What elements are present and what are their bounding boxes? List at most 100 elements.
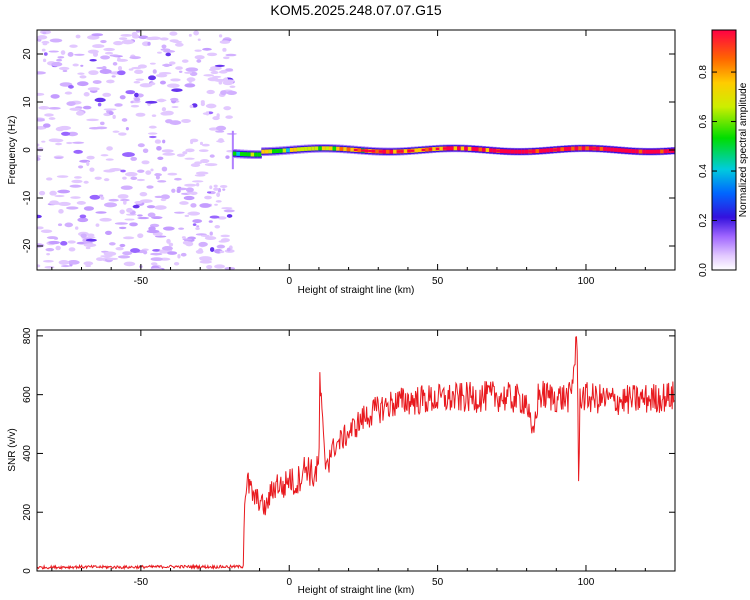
heatmap-noise-cell: [225, 155, 230, 159]
heatmap-noise-cell: [139, 191, 148, 197]
heatmap-noise-cell: [67, 240, 76, 244]
heatmap-noise-cell: [184, 83, 196, 88]
heatmap-noise-cell: [186, 77, 196, 82]
heatmap-signal-cell: [514, 149, 519, 154]
heatmap-noise-cell: [64, 222, 74, 228]
heatmap-noise-cell: [115, 247, 124, 251]
heatmap-noise-cell: [85, 264, 92, 268]
heatmap-noise-cell: [229, 85, 236, 88]
heatmap-signal-cell: [282, 148, 287, 153]
heatmap-noise-cell: [122, 152, 135, 158]
heatmap-noise-cell: [174, 42, 184, 47]
heatmap-noise-cell: [119, 243, 126, 248]
heatmap-noise-cell: [226, 90, 238, 95]
heatmap-signal-cell: [318, 146, 323, 151]
heatmap-noise-cell: [80, 64, 84, 67]
heatmap-noise-cell: [83, 92, 90, 97]
heatmap-signal-peak: [400, 150, 405, 153]
heatmap-noise-cell: [129, 56, 141, 60]
heatmap-noise-cell: [194, 161, 203, 165]
heatmap-noise-cell: [41, 140, 46, 143]
heatmap-signal-cell: [243, 152, 248, 157]
heatmap-signal-cell: [478, 147, 483, 152]
heatmap-noise-cell: [100, 196, 105, 200]
heatmap-noise-cell: [221, 207, 233, 210]
heatmap-noise-cell: [105, 230, 112, 235]
heatmap-noise-cell: [190, 203, 197, 208]
heatmap-noise-cell: [196, 225, 200, 228]
heatmap-noise-cell: [58, 66, 70, 71]
heatmap-noise-cell: [165, 52, 171, 57]
snr-ytick-label: 600: [22, 386, 33, 403]
heatmap-signal-cell: [254, 152, 259, 157]
snr-xlabel: Height of straight line (km): [298, 585, 415, 596]
heatmap-noise-cell: [146, 205, 156, 209]
heatmap-signal-peak: [389, 150, 394, 153]
heatmap-signal-cell: [617, 148, 622, 153]
heatmap-signal-cell: [549, 148, 554, 153]
heatmap-noise-cell: [200, 234, 210, 238]
heatmap-noise-cell: [149, 62, 156, 65]
heatmap-noise-cell: [117, 57, 121, 62]
heatmap-noise-cell: [142, 250, 148, 255]
heatmap-noise-cell: [137, 233, 144, 239]
heatmap-noise-cell: [184, 214, 190, 218]
heatmap-noise-cell: [56, 58, 63, 62]
heatmap-noise-cell: [95, 126, 108, 130]
heatmap-noise-cell: [223, 106, 232, 111]
heatmap-noise-cell: [60, 241, 68, 246]
heatmap-noise-cell: [208, 220, 213, 223]
heatmap-noise-cell: [43, 260, 54, 263]
heatmap-signal-cell: [539, 148, 544, 153]
heatmap-noise-cell: [161, 107, 167, 112]
heatmap-signal-cell: [670, 148, 675, 153]
heatmap-noise-cell: [134, 69, 144, 75]
heatmap-noise-cell: [171, 188, 176, 193]
heatmap-noise-cell: [83, 243, 97, 248]
heatmap-noise-cell: [220, 234, 230, 238]
heatmap-noise-cell: [60, 50, 66, 55]
heatmap-signal-cell: [467, 146, 472, 151]
snr-series-line: [37, 336, 675, 571]
heatmap-noise-cell: [175, 66, 183, 70]
heatmap-noise-cell: [171, 88, 183, 92]
heatmap-noise-cell: [135, 112, 146, 117]
heatmap-noise-cell: [73, 53, 85, 56]
heatmap-signal-cell: [660, 149, 665, 154]
heatmap-signal-cell: [560, 147, 565, 152]
heatmap-noise-cell: [169, 31, 178, 36]
heatmap-noise-cell: [160, 198, 167, 202]
heatmap-signal-peak: [407, 149, 412, 153]
heatmap-noise-cell: [42, 31, 47, 35]
heatmap-noise-cell: [173, 211, 185, 214]
heatmap-noise-cell: [89, 167, 95, 172]
heatmap-noise-cell: [156, 145, 162, 151]
heatmap-signal-cell: [574, 146, 579, 151]
heatmap-signal-cell: [588, 146, 593, 151]
heatmap-noise-cell: [87, 49, 99, 54]
heatmap-noise-cell: [217, 216, 227, 220]
heatmap-noise-cell: [80, 233, 87, 238]
heatmap-noise-cell: [104, 202, 117, 208]
heatmap-noise-cell: [161, 246, 173, 251]
heatmap-noise-cell: [95, 211, 107, 214]
heatmap-noise-cell: [100, 154, 109, 157]
colorbar: 0.0 0.2 0.4 0.6 0.8 Normalized spectral ampl…: [698, 29, 749, 277]
heatmap-signal-cell: [535, 149, 540, 154]
heatmap-noise-cell: [186, 191, 194, 195]
heatmap-signal-cell: [321, 146, 326, 151]
heatmap-noise-cell: [57, 189, 71, 194]
heatmap-noise-cell: [171, 105, 179, 109]
heatmap-signal-cell: [311, 146, 316, 151]
heatmap-signal-cell: [418, 148, 423, 153]
heatmap-noise-cell: [82, 105, 92, 110]
heatmap-noise-cell: [162, 152, 176, 156]
heatmap-noise-cell: [154, 173, 162, 177]
heatmap-signal-cell: [631, 149, 636, 154]
colorbar-label: Normalized spectral amplitude: [738, 82, 749, 217]
heatmap-noise-cell: [207, 191, 212, 194]
heatmap-noise-cell: [137, 216, 150, 220]
heatmap-noise-cell: [103, 178, 110, 182]
heatmap-noise-cell: [214, 225, 221, 229]
heatmap-noise-cell: [113, 40, 124, 46]
